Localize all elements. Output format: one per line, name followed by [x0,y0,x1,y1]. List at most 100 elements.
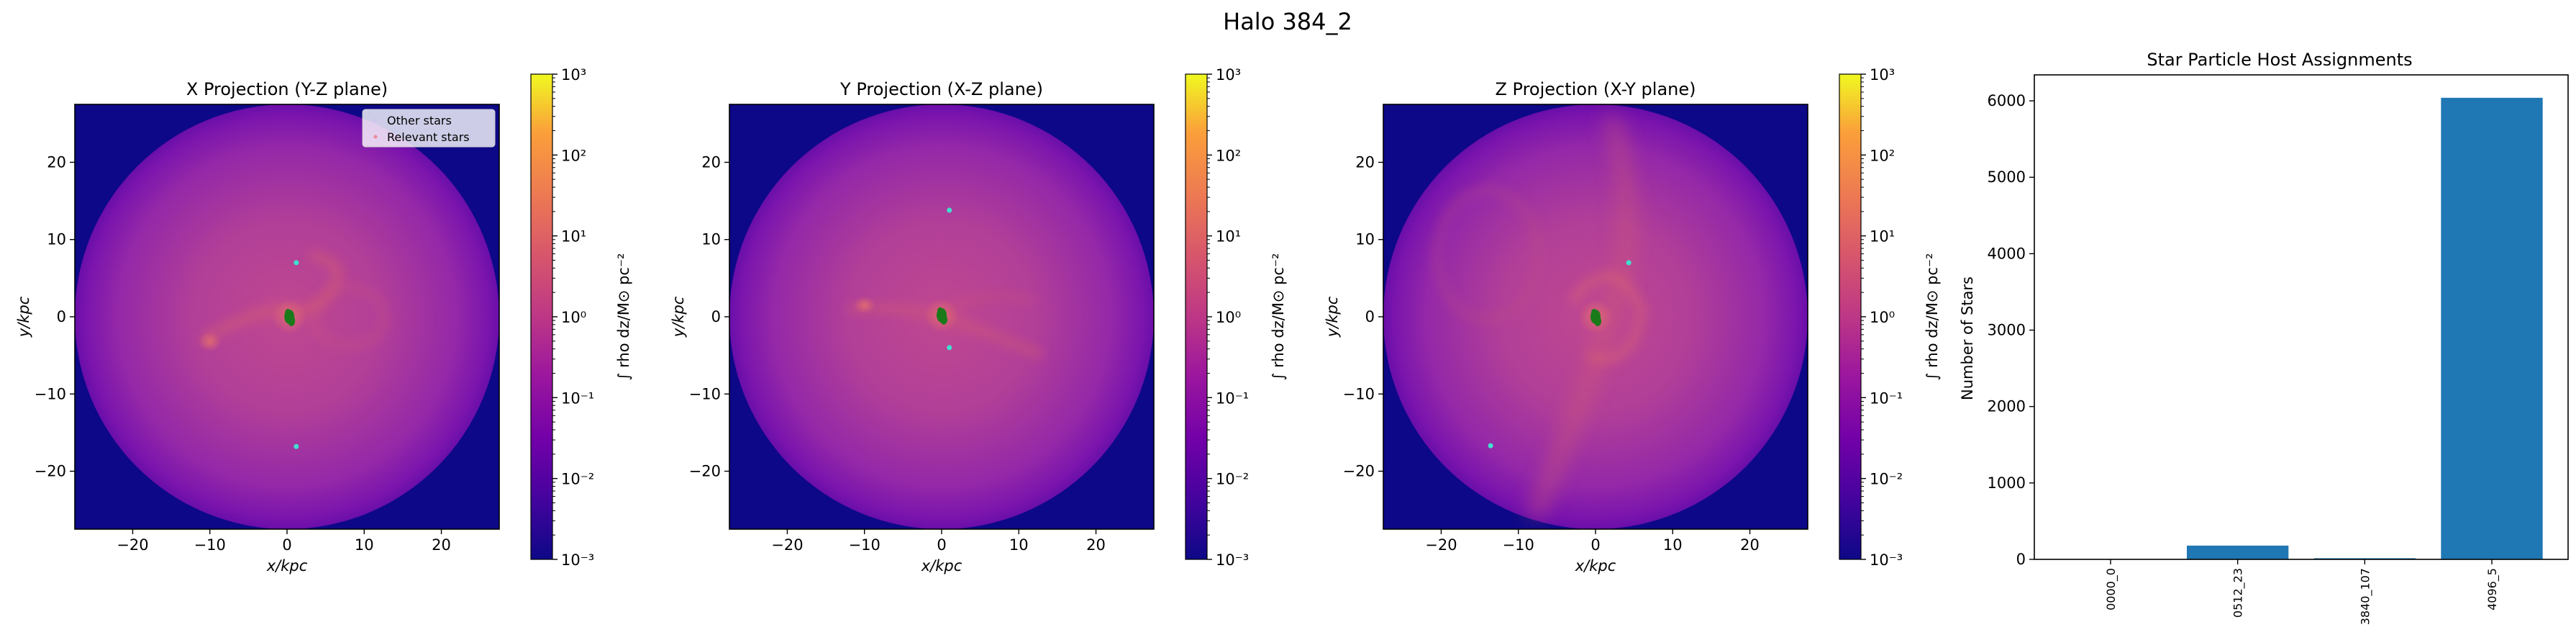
bar-4096_5 [2441,97,2543,559]
bar-x-tick-label: 3840_107 [2358,568,2372,625]
colorbar-tick-label: 10⁻¹ [1870,389,1903,407]
bar-y-ticks: 0 1000 2000 3000 4000 5000 6000 [1988,92,2034,568]
legend-marker-other [373,118,378,122]
colorbar-tick-label: 10³ [1870,66,1895,84]
projection-title: Y Projection (X-Z plane) [839,79,1043,99]
bar-y-tick-label: 5000 [1988,168,2026,186]
y-axis-label: y/kpc [15,296,32,338]
colorbar-tick-label: 10⁰ [561,309,586,326]
colorbar-tick-label: 10² [1870,147,1895,164]
y-tick-label: 0 [711,308,721,325]
y-axis-label: y/kpc [670,296,687,338]
x-axis-label: x/kpc [266,557,308,574]
colorbar-tick-label: 10⁻² [561,471,594,488]
y-tick-label: 10 [1355,231,1375,248]
x-tick-label: 0 [937,536,946,554]
colorbar-label: ∫ rho dz/M⊙ pc⁻² [615,253,632,381]
colorbar-tick-label: 10⁻³ [561,551,594,569]
projection-panel-2: Y Projection (X-Z plane) −20 −10 0 10 20 −20 −1… [670,66,1287,574]
colorbar-tick-label: 10⁻¹ [561,389,594,407]
bar-chart-title: Star Particle Host Assignments [2147,50,2412,70]
colorbar-tick-label: 10¹ [1216,228,1241,245]
figure-title: Halo 384_2 [1223,8,1352,35]
bar-y-tick-label: 1000 [1988,474,2026,492]
x-tick-label: 0 [282,536,291,554]
x-axis-label: x/kpc [1575,557,1616,574]
projection-panel-1: X Projection (Y-Z plane) −20 −10 0 10 20 −20 −1… [15,66,632,574]
x-tick-label: 20 [432,536,451,554]
colorbar-tick-label: 10⁰ [1216,309,1241,326]
bar-x-tick-label: 0512_23 [2231,568,2246,618]
bar-y-tick-label: 4000 [1988,245,2026,262]
x-tick-label: −10 [1503,536,1534,554]
colorbar [530,73,553,560]
colorbar-tick-label: 10¹ [561,228,586,245]
x-tick-label: −20 [117,536,148,554]
colorbar-label: ∫ rho dz/M⊙ pc⁻² [1270,253,1287,381]
colorbar-tick-label: 10¹ [1870,228,1895,245]
x-tick-label: 10 [1009,536,1029,554]
relevant-star [1626,260,1631,266]
y-tick-label: 0 [1365,308,1375,325]
bar-y-tick-label: 6000 [1988,92,2026,109]
projection-title: Z Projection (X-Y plane) [1495,79,1696,99]
bar-chart-panel: Star Particle Host Assignments Number of… [1959,50,2569,625]
bar-y-tick-label: 2000 [1988,398,2026,415]
colorbar [1185,73,1208,560]
bar-x-tick-label: 4096_5 [2485,568,2500,610]
y-tick-label: 20 [1355,153,1375,171]
colorbar-tick-label: 10⁻³ [1870,551,1903,569]
y-tick-label: 10 [701,231,721,248]
bar-x-ticks: 0000_0 0512_23 3840_107 4096_5 [2104,559,2500,625]
bar-chart-ylabel: Number of Stars [1959,276,1976,400]
legend-marker-relevant [373,135,378,139]
x-tick-label: 20 [1740,536,1760,554]
legend: Other stars Relevant stars [362,109,496,148]
x-tick-label: 20 [1086,536,1106,554]
x-tick-label: −20 [1425,536,1457,554]
y-tick-label: −10 [35,385,66,402]
y-tick-label: 0 [57,308,66,325]
relevant-star [293,260,299,266]
bar-x-tick-label: 0000_0 [2104,568,2118,610]
bar-y-tick-label: 0 [2016,551,2026,568]
colorbar [1839,73,1862,560]
bar-series [2060,97,2543,559]
y-tick-label: 10 [47,231,66,248]
x-tick-label: −20 [771,536,803,554]
relevant-star [947,207,952,213]
y-tick-label: −10 [689,385,721,402]
relevant-star [947,345,952,351]
colorbar-tick-label: 10³ [561,66,586,84]
colorbar-tick-label: 10⁻³ [1216,551,1249,569]
y-tick-label: −20 [35,463,66,480]
legend-label-relevant: Relevant stars [387,130,470,144]
other-stars-cluster [284,309,296,326]
colorbar-tick-label: 10³ [1216,66,1241,84]
y-tick-label: −10 [1343,385,1375,402]
other-stars-cluster [1590,309,1601,326]
x-tick-label: 10 [1663,536,1683,554]
bar-0512_23 [2187,545,2289,559]
x-tick-label: 0 [1590,536,1600,554]
bar-chart-frame [2034,74,2569,560]
colorbar-tick-label: 10² [561,147,586,164]
y-tick-label: 20 [701,153,721,171]
x-tick-label: 10 [355,536,374,554]
gas-structure [1434,114,1645,520]
bar-y-tick-label: 3000 [1988,322,2026,339]
x-tick-label: −10 [194,536,226,554]
projection-panel-3: Z Projection (X-Y plane) −20 −10 0 10 20 −20 −1… [1324,66,1941,574]
colorbar-tick-label: 10² [1216,147,1241,164]
y-tick-label: −20 [689,463,721,480]
other-stars-cluster [937,307,947,325]
colorbar-tick-label: 10⁰ [1870,309,1895,326]
x-tick-label: −10 [849,536,880,554]
y-axis-label: y/kpc [1324,296,1341,338]
x-axis-label: x/kpc [921,557,962,574]
legend-label-other: Other stars [387,114,452,127]
colorbar-tick-label: 10⁻¹ [1216,389,1249,407]
projection-title: X Projection (Y-Z plane) [186,79,388,99]
y-tick-label: −20 [1343,463,1375,480]
